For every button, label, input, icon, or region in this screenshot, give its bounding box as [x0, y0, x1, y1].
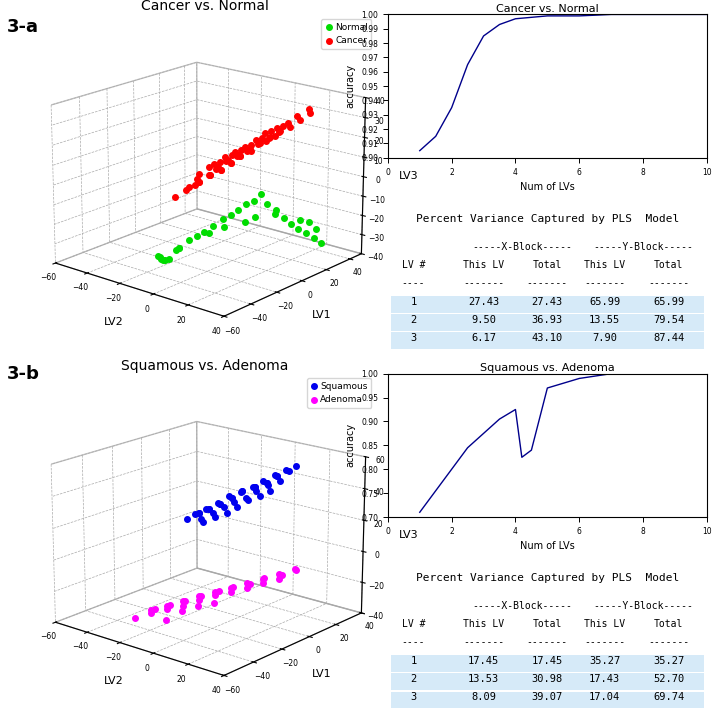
Text: -----X-Block-----: -----X-Block-----: [472, 601, 572, 611]
Legend: Squamous, Adenoma: Squamous, Adenoma: [307, 378, 371, 408]
FancyBboxPatch shape: [391, 333, 704, 349]
Y-axis label: LV1: LV1: [312, 310, 332, 320]
FancyBboxPatch shape: [391, 692, 704, 709]
Text: -------: -------: [527, 638, 568, 648]
X-axis label: LV2: LV2: [104, 676, 124, 686]
Text: -----Y-Block-----: -----Y-Block-----: [593, 601, 693, 611]
Text: Total: Total: [533, 260, 562, 270]
Text: 13.55: 13.55: [589, 315, 620, 325]
Text: 27.43: 27.43: [532, 296, 563, 307]
Text: 3: 3: [411, 333, 416, 343]
Text: This LV: This LV: [584, 260, 625, 270]
Text: -------: -------: [584, 638, 625, 648]
Legend: Normal, Cancer: Normal, Cancer: [321, 19, 371, 48]
Text: 35.27: 35.27: [653, 656, 684, 666]
Text: This LV: This LV: [463, 620, 504, 629]
Text: -------: -------: [648, 278, 689, 288]
Title: Cancer vs. Normal: Cancer vs. Normal: [496, 4, 599, 14]
Text: 17.04: 17.04: [589, 693, 620, 702]
FancyBboxPatch shape: [391, 655, 704, 672]
Text: LV #: LV #: [402, 620, 425, 629]
FancyBboxPatch shape: [391, 296, 704, 312]
Text: -----Y-Block-----: -----Y-Block-----: [593, 242, 693, 252]
Text: 43.10: 43.10: [532, 333, 563, 343]
Text: Percent Variance Captured by PLS  Model: Percent Variance Captured by PLS Model: [416, 213, 679, 223]
Title: Squamous vs. Adenoma: Squamous vs. Adenoma: [480, 363, 615, 373]
Text: This LV: This LV: [584, 620, 625, 629]
Text: 3-b: 3-b: [7, 365, 40, 383]
Text: 2: 2: [411, 674, 416, 684]
Text: -------: -------: [648, 638, 689, 648]
Text: Total: Total: [654, 620, 683, 629]
Text: 1: 1: [411, 656, 416, 666]
Text: ----: ----: [402, 278, 425, 288]
Text: 39.07: 39.07: [532, 693, 563, 702]
Y-axis label: accuracy: accuracy: [346, 423, 356, 467]
Text: ----: ----: [402, 638, 425, 648]
Y-axis label: accuracy: accuracy: [346, 64, 356, 108]
Text: 52.70: 52.70: [653, 674, 684, 684]
FancyBboxPatch shape: [391, 673, 704, 690]
Text: 3-a: 3-a: [7, 18, 39, 36]
Text: -------: -------: [463, 278, 504, 288]
Text: 1: 1: [411, 296, 416, 307]
FancyBboxPatch shape: [391, 314, 704, 331]
Text: 30.98: 30.98: [532, 674, 563, 684]
X-axis label: Num of LVs: Num of LVs: [520, 182, 575, 192]
Text: 17.45: 17.45: [532, 656, 563, 666]
Text: 2: 2: [411, 315, 416, 325]
Text: 27.43: 27.43: [468, 296, 499, 307]
Text: -----X-Block-----: -----X-Block-----: [472, 242, 572, 252]
Text: LV #: LV #: [402, 260, 425, 270]
Text: 35.27: 35.27: [589, 656, 620, 666]
Text: 17.43: 17.43: [589, 674, 620, 684]
Text: 17.45: 17.45: [468, 656, 499, 666]
Text: 3: 3: [411, 693, 416, 702]
Text: 13.53: 13.53: [468, 674, 499, 684]
Y-axis label: LV1: LV1: [312, 669, 332, 679]
Text: 87.44: 87.44: [653, 333, 684, 343]
Text: Total: Total: [654, 260, 683, 270]
Text: 36.93: 36.93: [532, 315, 563, 325]
Text: Total: Total: [533, 620, 562, 629]
Text: 65.99: 65.99: [589, 296, 620, 307]
Text: 79.54: 79.54: [653, 315, 684, 325]
Text: 65.99: 65.99: [653, 296, 684, 307]
Text: 6.17: 6.17: [471, 333, 496, 343]
X-axis label: Num of LVs: Num of LVs: [520, 542, 575, 552]
Text: -------: -------: [463, 638, 504, 648]
Text: Percent Variance Captured by PLS  Model: Percent Variance Captured by PLS Model: [416, 573, 679, 583]
Text: 8.09: 8.09: [471, 693, 496, 702]
Text: 7.90: 7.90: [593, 333, 618, 343]
Text: -------: -------: [584, 278, 625, 288]
Title: Cancer vs. Normal: Cancer vs. Normal: [141, 0, 268, 13]
Text: This LV: This LV: [463, 260, 504, 270]
Text: -------: -------: [527, 278, 568, 288]
Text: 69.74: 69.74: [653, 693, 684, 702]
Text: 9.50: 9.50: [471, 315, 496, 325]
Title: Squamous vs. Adenoma: Squamous vs. Adenoma: [121, 359, 288, 372]
X-axis label: LV2: LV2: [104, 317, 124, 327]
